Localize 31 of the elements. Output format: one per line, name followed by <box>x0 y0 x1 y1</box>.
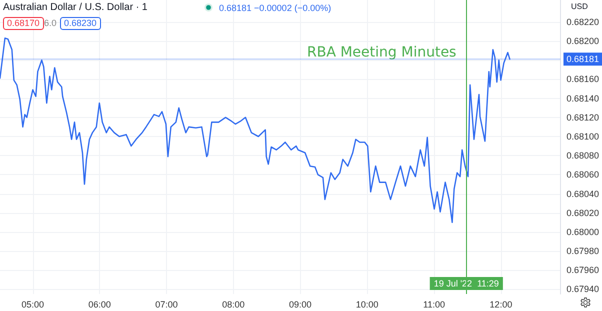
y-tick-label: 0.68140 <box>566 93 600 104</box>
y-tick-label: 0.68000 <box>566 226 600 237</box>
x-tick-label: 05:00 <box>22 300 44 310</box>
annotation: RBA Meeting Minutes <box>306 44 456 60</box>
annotation: 0.68170 <box>7 18 40 28</box>
y-tick-label: 0.68080 <box>566 150 600 161</box>
x-tick-label: 11:00 <box>423 300 445 310</box>
y-tick-label: 0.68160 <box>566 74 600 84</box>
x-tick-label: 12:00 <box>490 300 512 310</box>
annotation: 6.0 <box>44 18 57 28</box>
y-tick-label: 0.68040 <box>566 188 600 199</box>
y-tick-label: 0.67980 <box>566 246 600 256</box>
y-tick-label: 0.68060 <box>566 170 600 180</box>
y-axis-title: USD <box>571 2 588 11</box>
x-tick-label: 06:00 <box>88 300 111 310</box>
x-tick-label: 09:00 <box>289 300 312 310</box>
line-series <box>0 38 510 224</box>
y-tick-label: 0.68220 <box>566 16 600 27</box>
x-tick-label: 10:00 <box>356 300 378 310</box>
x-tick-label: 07:00 <box>155 300 178 310</box>
chart-title: Australian Dollar / U.S. Dollar · 1 <box>3 2 148 13</box>
y-tick-label: 0.67940 <box>566 284 600 294</box>
y-tick-label: 0.68020 <box>566 208 600 218</box>
annotation: 0.68230 <box>64 18 97 28</box>
ref-line-label: 0.68181 <box>566 54 600 64</box>
x-tick-label: 08:00 <box>222 300 245 310</box>
y-tick-label: 0.67960 <box>566 265 600 276</box>
annotation: 0.68181 −0.00002 (−0.00%) <box>219 3 332 13</box>
y-tick-label: 0.68120 <box>566 112 600 122</box>
y-tick-label: 0.68200 <box>566 36 600 46</box>
y-tick-label: 0.68100 <box>566 132 600 142</box>
